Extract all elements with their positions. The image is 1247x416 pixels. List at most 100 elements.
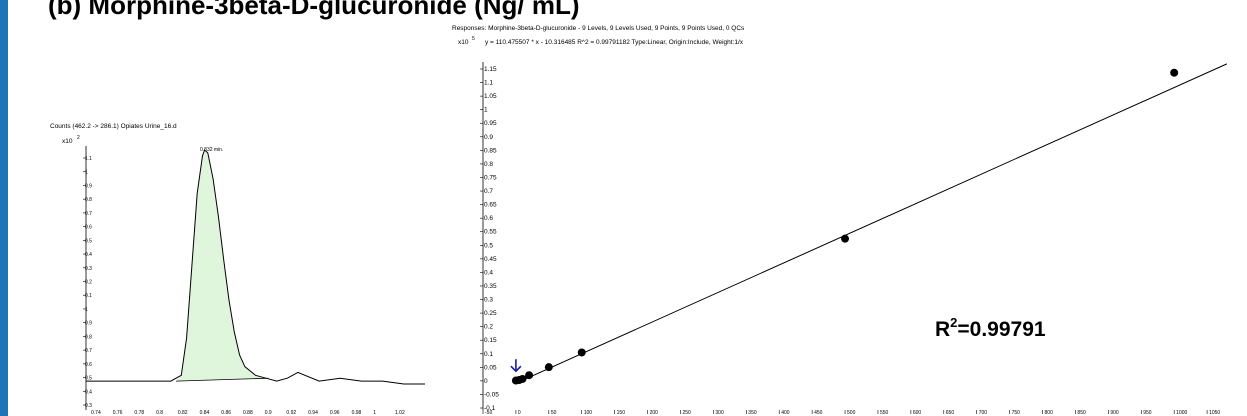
calibration-y-tick-label: 0.7: [484, 188, 493, 195]
chromatogram-x-tick-label: 0.78: [134, 410, 144, 416]
chromatogram-y-tick-label: 0.9: [85, 183, 92, 189]
calibration-y-exponent: 5: [472, 36, 475, 42]
chromatogram-y-tick-label: 0.1: [85, 293, 92, 299]
calibration-y-tick-label: 0.4: [484, 269, 493, 276]
calibration-x-tick-label: 100: [584, 410, 593, 416]
chromatogram-x-tick-label: 0.74: [91, 410, 101, 416]
chromatogram-y-tick-label: 1.1: [85, 156, 92, 162]
calibration-x-tick-label: 650: [946, 410, 955, 416]
calibration-y-tick-label: -0.05: [484, 391, 499, 398]
r2-sup: 2: [950, 315, 957, 330]
calibration-y-tick-label: 1.15: [484, 66, 497, 73]
chromatogram-x-tick-label: 0.8: [156, 410, 163, 416]
calibration-y-tick-label: 0.8: [484, 161, 493, 168]
calibration-x-tick-label: 50: [551, 410, 557, 416]
chromatogram-x-tick-label: 0.94: [308, 410, 318, 416]
calibration-plot: 1.15 1.1 1.05 1 0.95 0.9 0.85 0.8 0.75 0.7 0.65 0.6…: [480, 62, 1228, 416]
chromatogram-y-tick-label: 0.7: [85, 348, 92, 354]
chromatogram-plot: 1.1 1 0.9 0.8 0.7 0.6 0.5 0.4 0.3 0.2 0.1 1 0.9 0.8 0.…: [83, 146, 425, 416]
calibration-point: [577, 348, 586, 357]
calibration-y-tick-label: 0.15: [484, 337, 497, 344]
peak-integration-fill: [176, 150, 269, 382]
integration-baseline: [176, 377, 269, 382]
calibration-y-tick-label: 0.1: [484, 351, 493, 358]
calibration-x-tick-label: 200: [650, 410, 659, 416]
r2-value: =0.99791: [957, 318, 1045, 341]
chromatogram-x-tick-label: 0.84: [200, 410, 210, 416]
calibration-x-tick-label: 250: [682, 410, 691, 416]
calibration-x-tick-label: -50: [485, 410, 492, 416]
chromatogram-x-tick-label: 0.86: [221, 410, 231, 416]
calibration-y-tick-label: 0.75: [484, 174, 497, 181]
calibration-point: [544, 363, 553, 372]
calibration-point: [525, 371, 534, 380]
calibration-y-tick-label: 0.55: [484, 229, 497, 236]
calibration-y-tick-label: 1.05: [484, 93, 497, 100]
calibration-y-tick-label: 0.25: [484, 310, 497, 317]
calibration-y-tick-label: 0.45: [484, 256, 497, 263]
chromatogram-y-multiplier: x10: [62, 138, 73, 145]
r2-main: R: [935, 318, 950, 341]
calibration-x-tick-label: 950: [1143, 410, 1152, 416]
calibration-x-tick-label: 750: [1012, 410, 1021, 416]
calibration-x-tick-label: 300: [715, 410, 724, 416]
calibration-y-tick-label: 1.1: [484, 80, 493, 87]
calibration-x-tick-label: 700: [979, 410, 988, 416]
calibration-x-tick-label: 500: [847, 410, 856, 416]
calibration-x-tick-label: 600: [913, 410, 922, 416]
calibration-y-tick-label: -0.1: [484, 405, 496, 412]
calibration-equation: y = 110.475507 * x - 10.316485 R^2 = 0.9…: [485, 39, 744, 46]
chromatogram-peak-label: 0.832 min.: [200, 147, 223, 153]
chromatogram-y-tick-label: 0.7: [85, 211, 92, 217]
chromatogram-x-tick-label: 1: [373, 410, 376, 416]
chromatogram-x-tick-label: 1.02: [395, 410, 405, 416]
chromatogram-y-exponent: 2: [77, 135, 80, 141]
chromatogram-trace: [86, 149, 425, 385]
calibration-y-tick-label: 0: [484, 378, 488, 385]
calibration-point: [841, 234, 850, 243]
chromatogram-y-tick-label: 1: [85, 307, 88, 313]
calibration-point: [1170, 68, 1179, 77]
calibration-y-tick-label: 0.85: [484, 147, 497, 154]
calibration-y-tick-label: 0.2: [484, 324, 493, 331]
accent-bar: [0, 0, 8, 416]
calibration-y-tick-label: 0.65: [484, 202, 497, 209]
calibration-x-tick-label: 450: [814, 410, 823, 416]
calibration-x-tick-label: 0: [518, 410, 521, 416]
chromatogram-y-tick-label: 0.4: [85, 252, 92, 258]
chromatogram-chart: Counts (462.2 -> 286.1) Opiates Urine_16…: [50, 123, 425, 416]
calibration-y-tick-label: 1: [484, 107, 488, 114]
calibration-y-tick-label: 0.35: [484, 283, 497, 290]
chromatogram-y-tick-label: 0.8: [85, 197, 92, 203]
chromatogram-y-tick-label: 0.6: [85, 225, 92, 231]
chromatogram-x-tick-label: 0.9: [265, 410, 272, 416]
chromatogram-x-tick-label: 0.98: [352, 410, 362, 416]
chromatogram-y-tick-label: 1: [85, 170, 88, 176]
calibration-x-tick-label: 550: [880, 410, 889, 416]
calibration-y-tick-label: 0.5: [484, 242, 493, 249]
chromatogram-y-tick-label: 0.9: [85, 321, 92, 327]
calibration-y-tick-label: 0.95: [484, 120, 497, 127]
calibration-y-tick-label: 0.05: [484, 364, 497, 371]
calibration-x-tick-label: 900: [1110, 410, 1119, 416]
chromatogram-x-tick-label: 0.82: [178, 410, 188, 416]
calibration-x-tick-label: 1050: [1209, 410, 1220, 416]
chromatogram-y-tick-label: 0.6: [85, 362, 92, 368]
calibration-x-tick-label: 150: [617, 410, 626, 416]
calibration-x-tick-label: 850: [1077, 410, 1086, 416]
chromatogram-y-tick-label: 0.2: [85, 280, 92, 286]
calibration-x-tick-label: 1000: [1176, 410, 1187, 416]
r-squared-annotation: R2=0.99791: [935, 315, 1046, 341]
calibration-y-tick-label: 0.9: [484, 134, 493, 141]
calibration-header: Responses: Morphine-3beta-D-glucuronide …: [452, 25, 745, 32]
regression-line: [515, 63, 1228, 384]
calibration-x-tick-label: 400: [781, 410, 790, 416]
chromatogram-x-tick-label: 0.88: [243, 410, 253, 416]
chromatogram-y-tick-label: 0.4: [85, 389, 92, 395]
chromatogram-y-tick-label: 0.3: [85, 403, 92, 409]
chromatogram-x-tick-label: 0.92: [286, 410, 296, 416]
calibration-x-tick-label: 800: [1045, 410, 1054, 416]
chromatogram-x-tick-label: 0.96: [330, 410, 340, 416]
chromatogram-y-tick-label: 0.5: [85, 238, 92, 244]
